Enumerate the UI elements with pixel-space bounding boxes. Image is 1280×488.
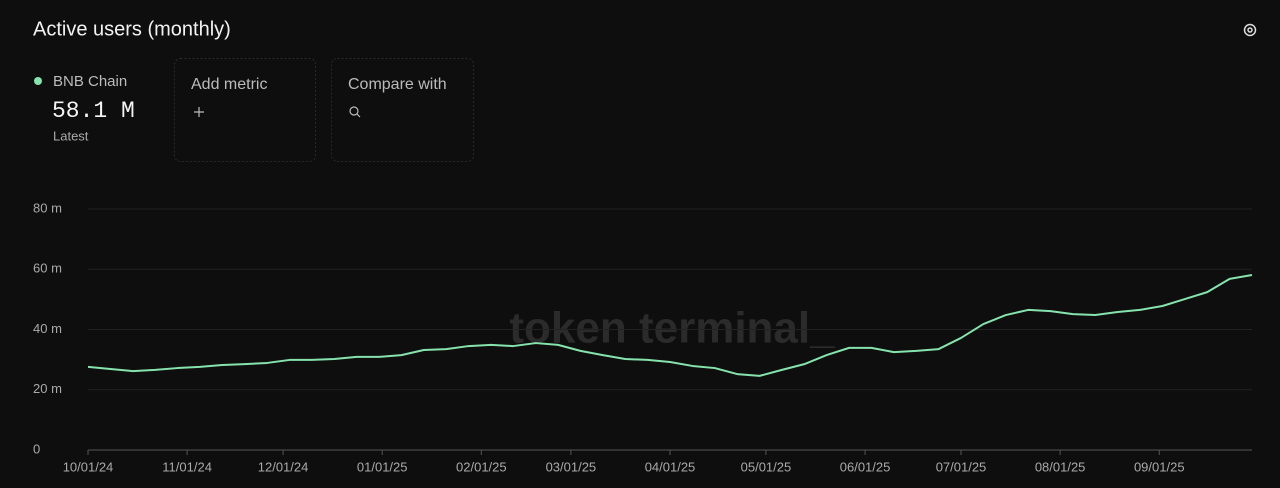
legend-caption: Latest xyxy=(53,128,89,143)
data-line xyxy=(87,273,1253,377)
gear-inner xyxy=(1247,27,1253,33)
y-tick-label: 0 xyxy=(33,441,40,456)
x-tick-label: 09/01/25 xyxy=(1134,459,1185,474)
legend-value: 58.1 M xyxy=(52,98,135,124)
x-tick-label: 04/01/25 xyxy=(645,459,696,474)
legend-dot xyxy=(34,77,42,85)
x-tick-label: 02/01/25 xyxy=(456,459,507,474)
watermark: token terminal_ xyxy=(509,304,835,353)
x-tick-label: 08/01/25 xyxy=(1035,459,1086,474)
x-tick-label: 07/01/25 xyxy=(936,459,987,474)
add-metric-box[interactable] xyxy=(174,58,316,162)
compare-label[interactable]: Compare with xyxy=(348,76,447,93)
y-tick-label: 80 m xyxy=(33,200,62,215)
search-icon xyxy=(349,106,361,118)
x-tick-label: 05/01/25 xyxy=(741,459,792,474)
plus-icon xyxy=(194,107,204,117)
x-tick-label: 03/01/25 xyxy=(546,459,597,474)
y-tick-label: 20 m xyxy=(33,381,62,396)
search-circle xyxy=(349,106,359,116)
y-tick-label: 40 m xyxy=(33,321,62,336)
search-handle xyxy=(356,113,361,118)
add-metric-label[interactable]: Add metric xyxy=(191,76,267,93)
legend-label[interactable]: BNB Chain xyxy=(53,73,127,90)
x-tick-label: 01/01/25 xyxy=(357,459,408,474)
y-tick-label: 60 m xyxy=(33,261,62,276)
x-tick-label: 11/01/24 xyxy=(162,459,212,474)
x-tick-label: 12/01/24 xyxy=(258,459,309,474)
gear-outer xyxy=(1243,23,1257,37)
settings-icon[interactable] xyxy=(1243,23,1257,37)
x-tick-label: 10/01/24 xyxy=(63,459,114,474)
compare-box[interactable] xyxy=(331,58,474,162)
chart-title: Active users (monthly) xyxy=(33,18,231,40)
x-tick-label: 06/01/25 xyxy=(840,459,891,474)
